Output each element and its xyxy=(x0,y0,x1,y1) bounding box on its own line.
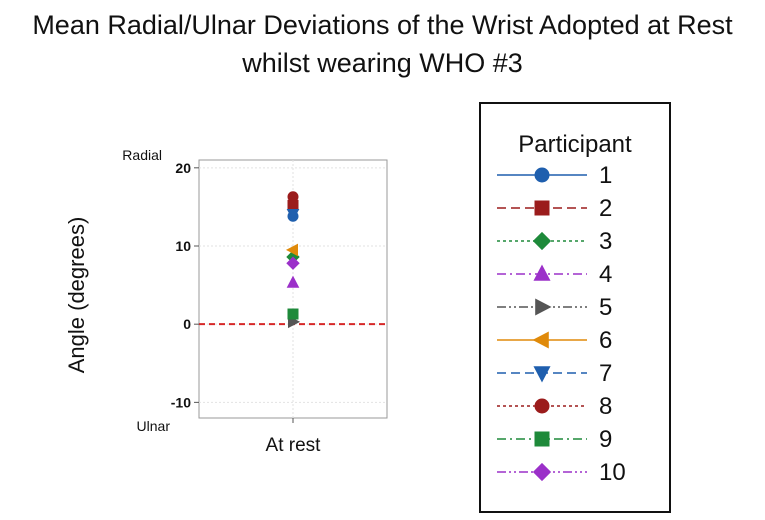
legend-marker-triangle-left xyxy=(532,331,549,349)
data-point-participant-7 xyxy=(286,208,300,222)
legend-entry-9: 9 xyxy=(497,426,612,453)
legend-entry-2: 2 xyxy=(497,195,612,222)
legend-label: 1 xyxy=(599,162,612,189)
legend-label: 7 xyxy=(599,360,612,387)
chart-title: Mean Radial/Ulnar Deviations of the Wris… xyxy=(0,6,765,82)
y-tick-label: 10 xyxy=(175,238,191,254)
legend-marker-square xyxy=(534,431,550,447)
ulnar-label: Ulnar xyxy=(137,418,171,434)
legend-entry-10: 10 xyxy=(497,459,626,486)
legend-entry-4: 4 xyxy=(497,261,612,288)
y-axis-label: Angle (degrees) xyxy=(64,217,89,374)
y-tick-label: 20 xyxy=(175,160,191,176)
data-point-participant-10 xyxy=(286,256,300,270)
legend-entry-1: 1 xyxy=(497,162,612,189)
legend-marker-square xyxy=(534,200,550,216)
legend-label: 3 xyxy=(599,228,612,255)
plot-area: 20 10 0 -10 At rest Radial Ulnar Angle (degrees… xyxy=(64,147,388,456)
legend: Participant 1 2 3 4 5 6 7 8 9 10 xyxy=(479,102,671,513)
radial-label: Radial xyxy=(122,147,162,163)
legend-marker-triangle-right xyxy=(535,298,552,316)
chart-title-line-2: whilst wearing WHO #3 xyxy=(242,48,523,78)
legend-entry-8: 8 xyxy=(497,393,612,420)
data-point-participant-8 xyxy=(287,191,299,203)
y-tick-label: 0 xyxy=(183,316,191,332)
y-tick-label: -10 xyxy=(171,394,191,410)
data-point-participant-4 xyxy=(286,275,300,288)
legend-entry-6: 6 xyxy=(497,327,612,354)
legend-label: 9 xyxy=(599,426,612,453)
legend-label: 2 xyxy=(599,195,612,222)
legend-marker-circle xyxy=(534,398,550,414)
legend-marker-circle xyxy=(534,167,550,183)
legend-label: 10 xyxy=(599,459,626,486)
legend-marker-triangle-up xyxy=(533,264,551,281)
x-category-label: At rest xyxy=(266,435,322,456)
legend-entry-7: 7 xyxy=(497,360,612,387)
legend-title: Participant xyxy=(518,131,632,158)
legend-label: 5 xyxy=(599,294,612,321)
legend-label: 6 xyxy=(599,327,612,354)
legend-entry-5: 5 xyxy=(497,294,612,321)
legend-entry-3: 3 xyxy=(497,228,612,255)
legend-marker-diamond xyxy=(532,462,552,482)
legend-marker-triangle-down xyxy=(533,366,551,383)
data-point-participant-6 xyxy=(285,243,298,257)
data-point-participant-9 xyxy=(287,308,299,320)
legend-label: 4 xyxy=(599,261,612,288)
legend-label: 8 xyxy=(599,393,612,420)
chart-title-line-1: Mean Radial/Ulnar Deviations of the Wris… xyxy=(32,10,733,40)
legend-marker-diamond xyxy=(532,231,552,251)
